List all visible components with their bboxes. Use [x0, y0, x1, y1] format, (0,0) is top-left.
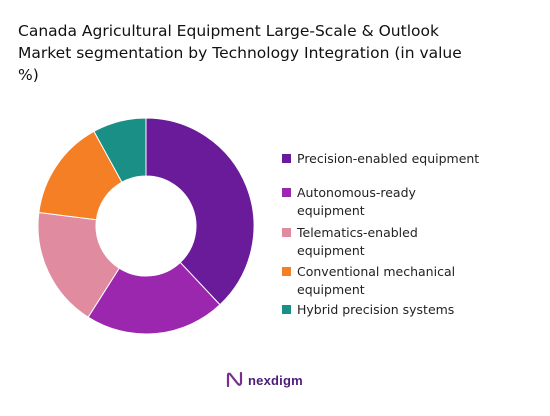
- legend-item-conventional-mechanical: Conventional mechanical equipment: [282, 263, 482, 299]
- legend-item-autonomous-ready: Autonomous-ready equipment: [282, 184, 447, 220]
- legend-item-hybrid-precision: Hybrid precision systems: [282, 301, 507, 319]
- legend-item-telematics-enabled: Telematics-enabled equipment: [282, 224, 447, 260]
- legend-label: Precision-enabled equipment: [297, 151, 480, 166]
- legend-swatch: [282, 228, 291, 237]
- nexdigm-logo-icon: [226, 372, 243, 388]
- donut-slice-precision-enabled-equipment: [145, 117, 255, 306]
- chart-title-line-2: Market segmentation by Technology Integr…: [18, 44, 462, 62]
- brand-name: nexdigm: [248, 372, 303, 388]
- legend-swatch: [282, 305, 291, 314]
- chart-title-line-1: Canada Agricultural Equipment Large-Scal…: [18, 22, 439, 40]
- donut-slice-hybrid-precision-systems: [93, 117, 147, 183]
- legend-swatch: [282, 267, 291, 276]
- legend-label: Telematics-enabled equipment: [297, 225, 418, 258]
- donut-slice-telematics-enabled-equipment: [37, 211, 120, 318]
- legend-item-precision-enabled: Precision-enabled equipment: [282, 150, 507, 168]
- legend-swatch: [282, 188, 291, 197]
- brand-logo: nexdigm: [226, 372, 303, 388]
- chart-title-line-3: %): [18, 66, 39, 84]
- donut-slice-autonomous-ready-equipment: [87, 261, 221, 335]
- legend-label: Hybrid precision systems: [297, 302, 455, 317]
- legend-label: Conventional mechanical equipment: [297, 264, 456, 297]
- chart-title: Canada Agricultural Equipment Large-Scal…: [18, 20, 530, 86]
- legend-swatch: [282, 154, 291, 163]
- legend-label: Autonomous-ready equipment: [297, 185, 416, 218]
